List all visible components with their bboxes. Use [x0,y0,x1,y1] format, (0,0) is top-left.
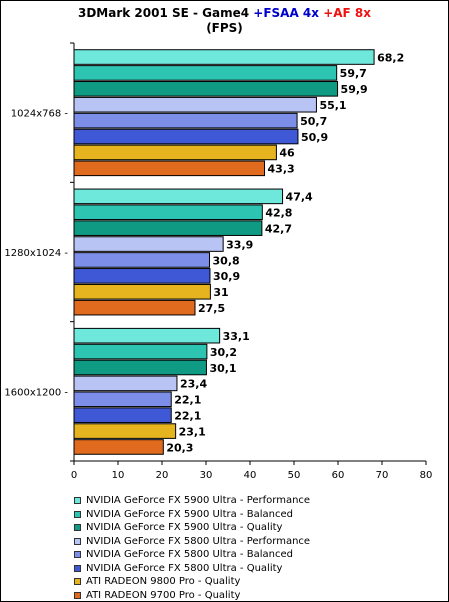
legend-swatch [74,551,81,559]
bar-value-label: 20,3 [166,441,193,454]
legend-swatch [74,524,81,532]
bar [73,144,277,161]
bar [73,268,211,284]
legend-label: NVIDIA GeForce FX 5800 Ultra - Performan… [86,535,311,547]
bar-value-label: 42,7 [265,222,292,235]
x-tick-label: 20 [156,470,169,481]
legend-item: NVIDIA GeForce FX 5900 Ultra - Balanced [74,508,310,522]
bar-value-label: 50,9 [301,131,328,144]
bar-value-label: 31 [213,286,228,299]
legend-item: NVIDIA GeForce FX 5800 Ultra - Balanced [74,548,310,562]
legend-item: NVIDIA GeForce FX 5900 Ultra - Performan… [74,494,310,508]
bar-value-label: 30,2 [210,346,237,359]
legend-label: NVIDIA GeForce FX 5800 Ultra - Balanced [86,549,293,560]
legend-label: NVIDIA GeForce FX 5900 Ultra - Balanced [86,508,293,520]
bar [73,359,207,376]
title-line: 3DMark 2001 SE - Game4 +FSAA 4x +AF 8x [0,6,449,21]
bar [73,343,208,360]
bar [73,283,211,300]
bar-value-label: 43,3 [268,163,295,176]
bar [73,375,178,392]
legend-item: NVIDIA GeForce FX 5800 Ultra - Performan… [74,535,310,549]
bar [73,204,263,221]
legend-swatch [74,537,81,545]
bar [73,299,196,316]
x-tick-label: 10 [112,470,125,481]
bar-value-label: 33,1 [223,330,250,343]
legend-swatch [74,510,81,518]
bar [73,236,224,252]
x-tick-label: 30 [200,470,213,481]
bar [73,81,339,97]
bar [73,252,211,268]
bar-value-label: 47,4 [286,191,313,204]
bar-value-label: 50,7 [300,115,327,128]
legend-item: NVIDIA GeForce FX 5900 Ultra - Quality [74,521,310,535]
bar [73,112,298,129]
x-tick-label: 0 [71,470,77,481]
bar-value-label: 33,9 [226,238,253,251]
bar-value-label: 27,5 [198,302,225,315]
bar-value-label: 30,9 [213,270,240,283]
chart-legend: NVIDIA GeForce FX 5900 Ultra - Performan… [74,494,310,602]
legend-label: ATI RADEON 9800 Pro - Quality [86,576,241,587]
bar [73,439,164,455]
bar-value-label: 22,1 [174,394,201,407]
x-tick-label: 50 [288,470,301,481]
bar [73,96,317,113]
title-af: +AF 8x [323,6,372,20]
legend-label: ATI RADEON 9700 Pro - Quality [86,589,241,601]
legend-item: NVIDIA GeForce FX 5800 Ultra - Quality [74,562,310,576]
bar [73,391,172,408]
legend-swatch [74,564,81,572]
chart-subtitle: (FPS) [206,21,243,35]
bar-value-label: 55,1 [319,99,346,112]
bar-value-label: 42,8 [265,207,292,220]
legend-label: NVIDIA GeForce FX 5800 Ultra - Quality [86,562,283,574]
bar [73,49,375,65]
chart-title: 3DMark 2001 SE - Game4 +FSAA 4x +AF 8x (… [0,6,449,36]
legend-item: ATI RADEON 9800 Pro - Quality [74,575,310,589]
legend-item: ATI RADEON 9700 Pro - Quality [74,589,310,602]
plot-area [74,43,426,461]
title-fsaa: +FSAA 4x [253,6,320,20]
bar [73,407,172,423]
bar-value-label: 30,8 [213,254,240,267]
title-main: 3DMark 2001 SE - Game4 [77,6,250,20]
bar-value-label: 59,7 [340,67,367,80]
bar-value-label: 22,1 [174,409,201,422]
category-label: 1600x1200 - [4,387,68,398]
x-tick-label: 80 [420,470,433,481]
bar [73,188,284,205]
x-tick-label: 70 [376,470,389,481]
legend-swatch [74,497,81,505]
bar-value-label: 30,1 [209,362,236,375]
category-label: 1024x768 - [11,109,69,120]
bar [73,65,338,81]
x-tick-label: 60 [332,470,345,481]
bar-value-label: 23,4 [180,378,207,391]
bar [73,160,266,177]
legend-label: NVIDIA GeForce FX 5900 Ultra - Performan… [86,495,311,506]
bar [73,423,177,439]
legend-label: NVIDIA GeForce FX 5900 Ultra - Quality [86,522,283,533]
bar-value-label: 68,2 [377,51,404,64]
legend-swatch [74,591,81,599]
bar [73,128,299,145]
bar [73,327,221,344]
bar-value-label: 46 [279,147,295,160]
category-label: 1280x1024 - [4,248,68,259]
legend-swatch [74,578,81,586]
bar-value-label: 23,1 [179,425,206,438]
bar-value-label: 59,9 [341,83,368,96]
bar [73,220,263,236]
x-tick-label: 40 [244,470,257,481]
